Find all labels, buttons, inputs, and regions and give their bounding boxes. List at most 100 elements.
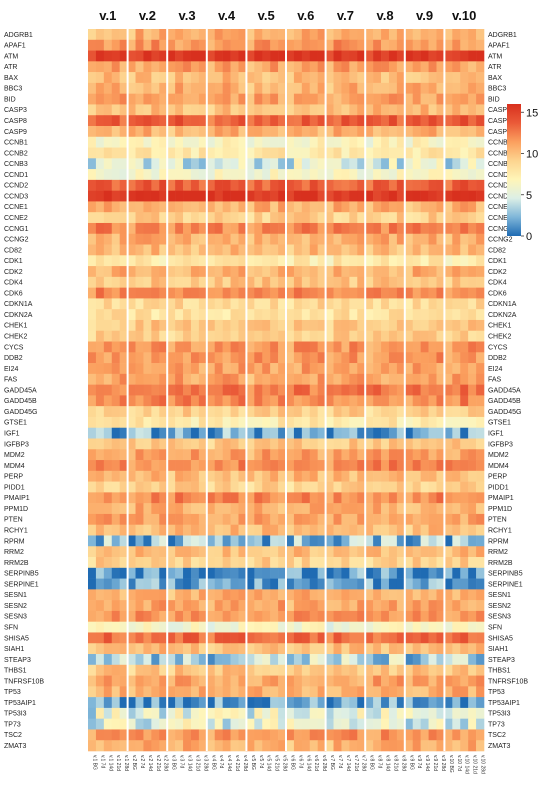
cell-apaf1-1 [95,39,105,51]
cell-bbc3-23 [270,82,279,94]
cell-sfn-31 [333,621,342,633]
cell-casp3-28 [309,104,318,116]
cell-tp73-23 [270,718,279,730]
cell-cdk2-23 [270,266,279,278]
cell-ccnd3-33 [349,190,358,202]
cell-igfbp3-3 [111,438,120,450]
cell-ccnd2-15 [206,179,216,191]
cell-serpinb5-43 [428,567,437,579]
cell-gadd45g-29 [317,406,326,418]
cell-serpine1-11 [175,578,184,590]
cell-ccnb1-37 [381,136,390,148]
cell-sfn-24 [278,621,287,633]
cell-cdk6-17 [222,287,231,299]
cell-gtse1-7 [143,416,152,429]
cell-ccne1-27 [301,201,311,213]
cell-tp53aip1-17 [222,697,231,709]
cell-bbc3-26 [293,82,303,94]
cell-apaf1-3 [111,39,120,51]
cell-pmaip1-39 [396,492,406,504]
cell-gadd45b-48 [468,395,477,407]
cell-igf1-0 [88,427,97,439]
cell-cd82-38 [388,244,398,256]
cell-sesn1-37 [381,589,390,601]
cell-pten-20 [246,513,255,526]
gene-label-left: SESN3 [4,614,27,621]
cell-cycs-0 [88,341,97,353]
cell-bid-12 [183,93,192,105]
cell-atr-8 [151,61,160,73]
cell-ccnb2-2 [103,147,113,159]
cell-sesn1-29 [317,589,326,601]
cell-cdk1-29 [317,255,326,267]
cell-ccng1-5 [127,222,136,235]
cell-bax-25 [286,72,295,84]
gene-label-left: CD82 [4,247,22,254]
cell-gtse1-35 [365,416,374,429]
cell-pmaip1-10 [167,492,176,504]
cell-fas-18 [230,373,239,385]
cell-tnfrsf10b-4 [119,675,128,687]
cell-ccnb1-1 [95,136,105,148]
cell-gadd45a-7 [143,384,152,396]
cell-mdm2-45 [444,449,453,461]
cell-adgrb1-28 [309,29,318,41]
cell-gadd45b-25 [286,395,295,407]
cell-atr-22 [262,61,271,73]
cell-tp53i3-32 [341,707,350,719]
cell-apaf1-39 [396,39,406,51]
cell-ccnd1-6 [135,169,144,181]
cell-pten-35 [365,513,374,526]
cell-rrm2b-44 [436,557,445,569]
cell-igf1-2 [103,427,113,439]
cell-bid-34 [357,93,366,105]
cell-pidd1-37 [381,481,390,493]
cell-gadd45g-22 [262,406,271,418]
cell-zmat3-20 [246,740,255,752]
cell-ccne1-41 [412,201,421,213]
cell-sesn2-24 [278,600,287,612]
cell-ccnb1-49 [476,136,485,148]
cell-cycs-20 [246,341,255,353]
cell-bid-41 [412,93,421,105]
cell-apaf1-7 [143,39,152,51]
cell-casp9-44 [436,125,445,138]
cell-tp53i3-47 [460,707,469,719]
cell-serpinb5-48 [468,567,477,579]
cell-cdk1-21 [254,255,263,267]
cell-ccnb2-36 [373,147,382,159]
sample-label: v.9 21d [432,755,438,771]
cell-pten-37 [381,513,390,526]
cell-tp53aip1-27 [301,697,311,709]
cell-siah1-7 [143,643,152,655]
cell-atr-37 [381,61,390,73]
cell-atr-48 [468,61,477,73]
cell-adgrb1-33 [349,29,358,41]
cell-gadd45a-28 [309,384,318,396]
cell-ccne2-46 [452,212,461,224]
cell-cdk1-17 [222,255,231,267]
cell-ccnb2-21 [254,147,263,159]
cell-tp53-12 [183,686,192,698]
cell-bid-28 [309,93,318,105]
cell-ccnb3-34 [357,158,366,170]
cell-ccne1-26 [293,201,303,213]
cell-cdk4-35 [365,276,374,288]
cell-pidd1-39 [396,481,406,493]
cell-perp-3 [111,470,120,482]
cell-gadd45g-16 [214,406,223,418]
cell-atr-15 [206,61,216,73]
cell-bbc3-40 [404,82,414,94]
cell-sesn2-43 [428,600,437,612]
cell-chek2-9 [159,330,168,342]
cell-casp3-18 [230,104,239,116]
cell-pidd1-28 [309,481,318,493]
cell-igf1-23 [270,427,279,439]
gene-label-right: RRM2 [488,549,508,556]
cell-ccnd1-39 [396,169,406,181]
cell-ccng2-24 [278,233,287,245]
cell-bid-40 [404,93,414,105]
cell-ccnd2-34 [357,179,366,191]
cell-ccnb2-44 [436,147,445,159]
cell-ppm1d-42 [420,503,429,515]
